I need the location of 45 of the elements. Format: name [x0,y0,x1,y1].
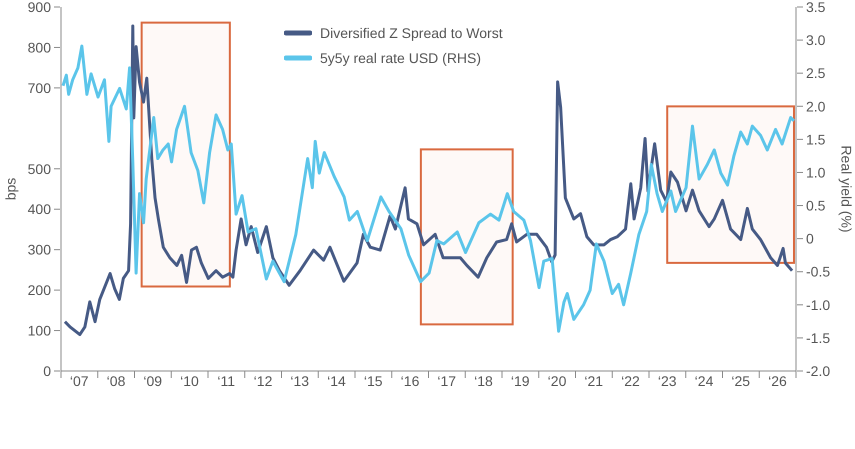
x-tick-label: ‘17 [437,373,456,389]
x-tick-label: ‘10 [180,373,200,389]
y2-tick-label: -1.0 [806,296,830,313]
x-tick-label: ‘12 [254,373,273,389]
x-tick-label: ‘07 [70,373,89,389]
y-tick-label: 200 [28,282,52,298]
y-tick-label: 0 [43,363,52,379]
y2-tick-label: 1.0 [806,164,826,180]
x-tick-label: ‘16 [400,373,420,389]
y2-axis-title: Real yield (%) [838,145,854,233]
legend-label: 5y5y real rate USD (RHS) [320,50,482,66]
y2-tick-label: 0.5 [806,198,826,214]
y2-tick-label: 3.5 [806,0,826,15]
y2-tick-label: 3.0 [806,32,826,48]
x-tick-label: ‘13 [290,373,310,389]
y2-tick-label: -0.5 [806,264,830,280]
y2-tick-label: 0 [806,230,814,247]
y2-tick-label: -2.0 [806,363,830,379]
y2-tick-label: -1.5 [806,330,830,346]
x-tick-label: ‘18 [474,373,494,389]
x-tick-label: ‘23 [658,373,677,389]
y-tick-label: 700 [28,80,52,96]
y-tick-label: 900 [28,0,52,15]
y-tick-label: 800 [28,39,52,56]
x-tick-label: ‘09 [143,373,162,389]
x-tick-label: ‘26 [768,373,788,389]
y-tick-label: 400 [28,201,52,218]
x-tick-label: ‘08 [106,373,126,389]
x-tick-label: ‘20 [548,373,567,389]
y-tick-label: 300 [28,242,52,258]
y2-tick-label: 1.5 [806,131,826,148]
x-tick-label: ‘21 [584,373,604,389]
x-tick-label: ‘14 [327,373,346,389]
x-tick-label: ‘15 [364,373,383,389]
y2-tick-label: 2.0 [806,98,826,114]
y-tick-label: 100 [28,322,52,339]
legend-label: Diversified Z Spread to Worst [320,24,503,40]
x-tick-label: ‘24 [694,373,714,389]
y-axis-title: bps [2,178,19,200]
y2-tick-label: 2.5 [806,65,826,82]
y-tick-label: 500 [28,160,52,177]
x-tick-label: ‘22 [621,373,640,389]
x-tick-label: ‘25 [731,373,750,389]
x-tick-label: ‘11 [217,373,236,389]
x-tick-label: ‘19 [510,373,530,389]
